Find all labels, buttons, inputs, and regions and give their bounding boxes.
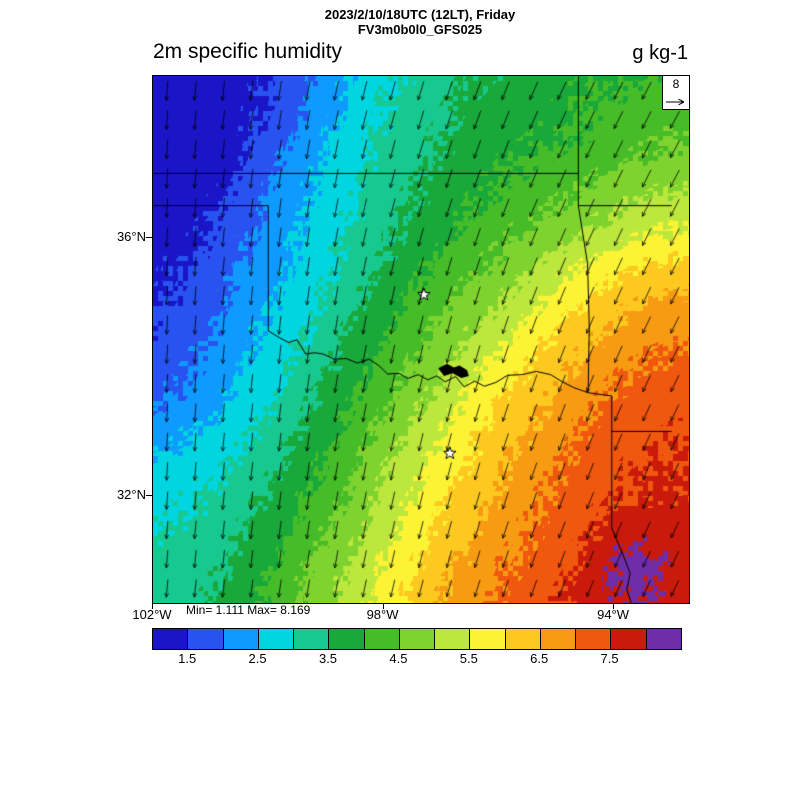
colorbar-cell: [153, 629, 189, 649]
lat-tick-mark: [146, 494, 152, 496]
lon-tick-label: 98°W: [366, 607, 399, 622]
colorbar-cell: [188, 629, 224, 649]
colorbar-cell: [505, 629, 541, 649]
minmax-stats: Min= 1.111 Max= 8.169: [186, 603, 311, 617]
lon-tick-mark: [613, 603, 615, 609]
colorbar-tick-label: 2.5: [248, 651, 267, 666]
colorbar-cell: [399, 629, 436, 649]
colorbar-cell: [223, 629, 259, 649]
colorbar-cell: [364, 629, 400, 649]
colorbar-cell: [294, 629, 330, 649]
colorbar-tick-label: 1.5: [178, 651, 197, 666]
lat-tick-label: 32°N: [116, 486, 146, 502]
colorbar-cell: [329, 629, 365, 649]
plot-title: 2m specific humidity: [153, 40, 343, 63]
colorbar-cell: [611, 629, 647, 649]
colorbar-tick-label: 5.5: [459, 651, 478, 666]
lon-tick-label: 94°W: [597, 607, 630, 622]
colorbar-tick-label: 7.5: [600, 651, 619, 666]
reference-vector-box: 8: [662, 76, 689, 110]
map-frame: 8: [152, 75, 690, 604]
colorbar-labels: 1.5 2.5 3.5 4.5 5.5 6.5 7.5: [152, 651, 680, 667]
colorbar-cell: [576, 629, 612, 649]
figure-date-title: 2023/2/10/18UTC (12LT), Friday: [324, 7, 516, 22]
colorbar-tick-label: 6.5: [530, 651, 549, 666]
humidity-map-canvas: [153, 76, 689, 603]
colorbar-cell: [470, 629, 506, 649]
units-label: g kg-1: [632, 42, 688, 64]
colorbar-cell: [540, 629, 577, 649]
colorbar-cell: [646, 629, 681, 649]
reference-vector-label: 8: [672, 77, 680, 91]
colorbar-tick-label: 3.5: [318, 651, 338, 666]
lat-tick-mark: [146, 236, 152, 238]
lon-tick-label: 102°W: [132, 607, 172, 622]
lon-tick-mark: [382, 603, 384, 609]
colorbar-cell: [258, 629, 295, 649]
colorbar-tick-label: 4.5: [389, 651, 408, 666]
reference-arrow-icon: [666, 98, 685, 106]
lon-tick-mark: [152, 603, 153, 609]
figure-model-title: FV3m0b0l0_GFS025: [357, 22, 483, 37]
lat-tick-label: 36°N: [116, 228, 146, 244]
colorbar: [152, 628, 682, 650]
colorbar-cell: [435, 629, 471, 649]
